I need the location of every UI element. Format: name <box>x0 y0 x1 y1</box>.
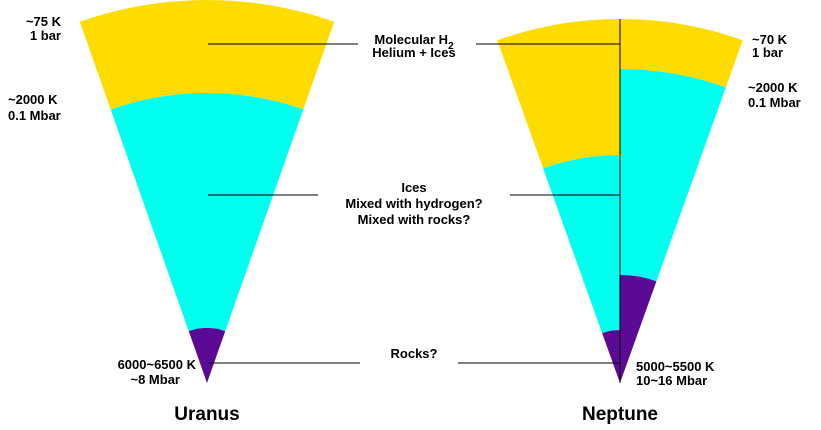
mantle-label: Ices <box>401 180 426 195</box>
middle-condition: 0.1 Mbar <box>748 95 801 110</box>
diagram: Molecular H2 Helium + Ices Ices Mixed wi… <box>0 0 821 430</box>
planet-name: Neptune <box>582 404 658 425</box>
core-condition: 10~16 Mbar <box>636 373 707 388</box>
envelope-label: Helium + Ices <box>372 45 455 60</box>
core-label: Rocks? <box>391 346 438 361</box>
layer <box>497 19 620 168</box>
top-condition: 1 bar <box>752 45 783 60</box>
mantle-label: Mixed with hydrogen? <box>345 196 482 211</box>
planet-name: Uranus <box>174 404 239 425</box>
layer <box>189 328 226 383</box>
layer <box>111 93 304 331</box>
mantle-label: Mixed with rocks? <box>358 212 471 227</box>
top-condition: ~75 K <box>26 14 62 29</box>
core-condition: 6000~6500 K <box>118 357 197 372</box>
top-condition: 1 bar <box>30 28 61 43</box>
middle-condition: ~2000 K <box>8 92 58 107</box>
middle-condition: 0.1 Mbar <box>8 108 61 123</box>
layer <box>620 69 726 281</box>
middle-condition: ~2000 K <box>748 80 798 95</box>
layer <box>543 155 620 333</box>
layer <box>602 330 620 383</box>
core-condition: ~8 Mbar <box>131 372 181 387</box>
core-condition: 5000~5500 K <box>636 359 715 374</box>
